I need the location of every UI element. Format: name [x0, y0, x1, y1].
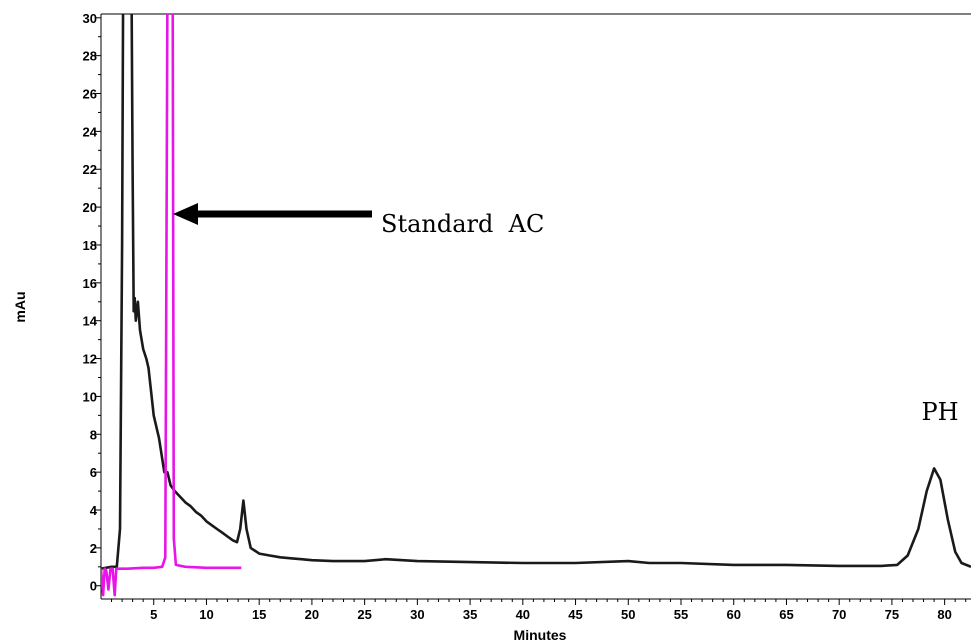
standard-ac-annotation: Standard AC: [173, 203, 544, 238]
y-tick-label: 26: [83, 87, 97, 102]
standard-ac-trace: [101, 14, 242, 597]
y-tick-label: 18: [83, 238, 97, 253]
y-tick-label: 0: [90, 579, 97, 594]
y-tick-label: 20: [83, 200, 97, 215]
x-minor-ticks: [111, 599, 967, 602]
y-tick-label: 22: [83, 162, 97, 177]
y-axis-title: mAu: [12, 291, 28, 322]
x-tick-label: 5: [150, 607, 157, 622]
x-tick-label: 65: [779, 607, 793, 622]
sample-trace: [101, 14, 971, 570]
x-tick-label: 50: [621, 607, 635, 622]
x-tick-label: 30: [410, 607, 424, 622]
x-tick-label: 60: [726, 607, 740, 622]
x-tick-label: 75: [885, 607, 899, 622]
series-layer: [101, 14, 971, 597]
y-tick-label: 10: [83, 389, 97, 404]
x-tick-label: 55: [674, 607, 688, 622]
x-tick-label: 45: [568, 607, 582, 622]
x-ticks: 5 10 15 20 25 30 35 40 45 50 55 60 65 70 75 80: [150, 599, 952, 622]
x-tick-label: 10: [199, 607, 213, 622]
y-tick-label: 6: [90, 465, 97, 480]
y-tick-label: 2: [90, 541, 97, 556]
x-tick-label: 35: [463, 607, 477, 622]
y-tick-label: 14: [83, 314, 98, 329]
y-tick-label: 8: [90, 427, 97, 442]
annotation-ph: PH: [921, 398, 958, 426]
x-tick-label: 25: [357, 607, 371, 622]
y-tick-label: 16: [83, 276, 97, 291]
y-minor-ticks: [98, 36, 101, 568]
x-tick-label: 70: [832, 607, 846, 622]
y-tick-label: 24: [83, 124, 98, 139]
y-tick-label: 30: [83, 11, 97, 26]
y-tick-label: 12: [83, 352, 97, 367]
y-tick-label: 4: [90, 503, 98, 518]
arrow-head: [173, 203, 198, 225]
x-axis-title: Minutes: [514, 627, 567, 643]
x-tick-label: 80: [937, 607, 951, 622]
x-tick-label: 40: [516, 607, 530, 622]
y-tick-label: 28: [83, 49, 97, 64]
annotation-standard-ac: Standard AC: [381, 210, 544, 238]
x-tick-label: 15: [252, 607, 266, 622]
x-tick-label: 20: [305, 607, 319, 622]
